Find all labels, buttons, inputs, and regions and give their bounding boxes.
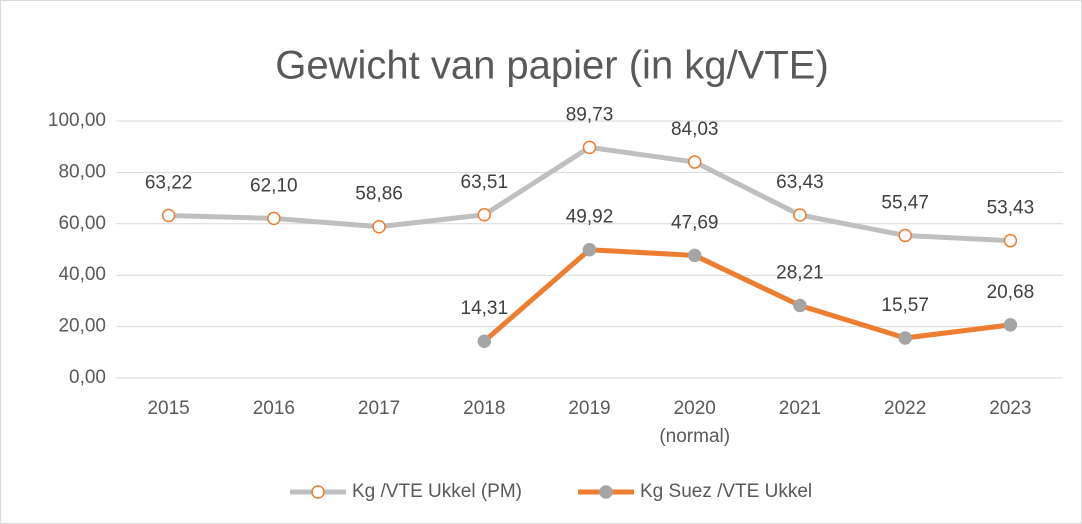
data-label: 15,57 — [881, 295, 929, 316]
point — [793, 208, 807, 222]
point — [582, 140, 597, 155]
point — [477, 208, 492, 222]
data-label: 49,92 — [566, 207, 614, 228]
data-label: 62,10 — [250, 175, 298, 196]
y-tick-label: 0,00 — [69, 367, 106, 388]
chart-title: Gewicht van papier (in kg/VTE) — [275, 44, 829, 88]
data-label: 55,47 — [881, 192, 929, 213]
x-tick-label: 2021 — [779, 398, 821, 419]
y-tick-label: 100,00 — [48, 110, 106, 131]
series-line — [482, 247, 1011, 344]
data-label: 47,69 — [671, 212, 719, 233]
legend-label: Kg Suez /VTE Ukkel — [640, 481, 812, 502]
point — [1003, 233, 1018, 248]
x-tick-label: 2016 — [253, 398, 295, 419]
x-tick-label: 2022 — [884, 398, 926, 419]
point — [1003, 318, 1018, 332]
data-label: 14,31 — [461, 298, 509, 319]
point — [898, 331, 912, 345]
x-tick-label: 2015 — [147, 398, 189, 419]
x-tick-label: 2017 — [358, 398, 400, 419]
legend-label: Kg /VTE Ukkel (PM) — [352, 481, 522, 502]
point — [687, 155, 702, 169]
legend-marker — [311, 485, 325, 499]
y-tick-label: 60,00 — [58, 213, 106, 234]
legend-marker — [599, 485, 613, 499]
data-label: 53,43 — [987, 198, 1035, 219]
point — [582, 242, 597, 257]
data-label: 89,73 — [566, 104, 614, 125]
point — [267, 211, 281, 226]
point — [372, 219, 386, 234]
point — [687, 248, 702, 263]
data-label: 58,86 — [355, 184, 403, 205]
data-label: 63,22 — [145, 173, 193, 194]
data-label: 20,68 — [987, 282, 1035, 303]
y-tick-label: 20,00 — [58, 316, 106, 337]
x-tick-label: 2023 — [989, 398, 1031, 419]
point — [477, 334, 492, 348]
point — [793, 298, 807, 313]
data-label: 84,03 — [671, 119, 719, 140]
y-tick-label: 80,00 — [58, 161, 106, 182]
point — [898, 228, 912, 243]
data-label: 63,51 — [461, 172, 509, 193]
x-tick-label: 2019 — [568, 398, 610, 419]
x-tick-label: 2020 (normal) — [659, 398, 730, 447]
data-label: 28,21 — [776, 263, 824, 284]
point — [161, 208, 176, 223]
y-tick-label: 40,00 — [58, 264, 106, 285]
x-tick-label: 2018 — [463, 398, 505, 419]
data-label: 63,43 — [776, 172, 824, 193]
